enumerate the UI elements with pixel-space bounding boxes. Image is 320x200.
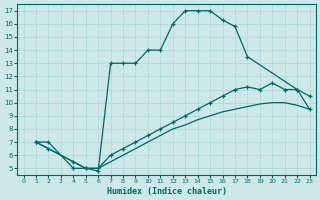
- X-axis label: Humidex (Indice chaleur): Humidex (Indice chaleur): [107, 187, 227, 196]
